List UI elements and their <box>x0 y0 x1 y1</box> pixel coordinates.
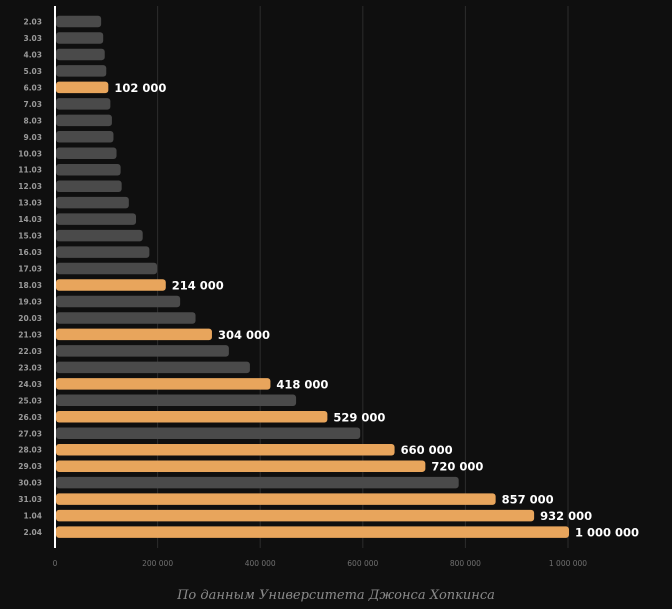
x-tick-label: 1 000 000 <box>549 559 587 568</box>
bar <box>56 246 150 258</box>
value-label: 418 000 <box>276 377 328 391</box>
category-label: 26.03 <box>18 413 42 422</box>
category-label: 17.03 <box>18 265 42 274</box>
category-label: 4.03 <box>23 50 42 59</box>
category-label: 28.03 <box>18 446 42 455</box>
bar <box>56 114 112 127</box>
bar <box>56 32 104 44</box>
source-caption: По данным Университета Джонса Хопкинса <box>177 588 495 603</box>
category-label: 25.03 <box>18 396 42 405</box>
category-label: 19.03 <box>18 297 42 306</box>
category-label: 24.03 <box>18 380 42 389</box>
category-label: 12.03 <box>18 182 42 191</box>
category-label: 22.03 <box>18 347 42 356</box>
bar <box>56 427 361 439</box>
category-label: 11.03 <box>18 166 42 175</box>
bar <box>56 295 181 308</box>
bar-highlighted <box>56 509 535 522</box>
category-label: 10.03 <box>18 149 42 158</box>
x-tick-label: 0 <box>53 559 58 568</box>
bar <box>56 180 122 192</box>
value-label: 932 000 <box>540 509 592 523</box>
category-label: 14.03 <box>18 215 42 224</box>
bar <box>56 48 105 61</box>
bar-highlighted <box>56 493 496 505</box>
category-label: 7.03 <box>23 100 42 109</box>
x-tick-label: 600 000 <box>347 559 378 568</box>
bars <box>56 15 569 538</box>
bar-highlighted <box>56 443 395 456</box>
category-label: 8.03 <box>23 116 42 125</box>
category-label: 30.03 <box>18 479 42 488</box>
category-label: 27.03 <box>18 429 42 438</box>
value-label: 720 000 <box>431 460 483 474</box>
bar <box>56 312 196 324</box>
value-labels: 102 000 214 000 304 000 418 000 529 000 660 0… <box>114 81 639 540</box>
bar <box>56 262 158 275</box>
bar <box>56 147 117 160</box>
category-label: 20.03 <box>18 314 42 323</box>
bar-highlighted <box>56 460 426 472</box>
bar <box>56 476 459 489</box>
category-label: 9.03 <box>23 133 42 142</box>
bar-highlighted <box>56 328 212 341</box>
bar <box>56 15 102 28</box>
category-label: 2.04 <box>23 528 42 537</box>
value-label: 660 000 <box>401 443 453 457</box>
category-label: 13.03 <box>18 199 42 208</box>
bar-highlighted <box>56 378 271 390</box>
value-label: 304 000 <box>218 328 270 342</box>
value-label: 1 000 000 <box>575 526 639 540</box>
category-label: 2.03 <box>23 18 42 27</box>
bar-highlighted <box>56 411 328 423</box>
bar <box>56 163 121 176</box>
bar-highlighted <box>56 81 109 94</box>
value-label: 102 000 <box>114 81 166 95</box>
category-label: 3.03 <box>23 34 42 43</box>
category-label: 23.03 <box>18 363 42 372</box>
x-tick-label: 200 000 <box>142 559 173 568</box>
bar <box>56 213 137 225</box>
category-label: 18.03 <box>18 281 42 290</box>
bar-highlighted <box>56 279 166 291</box>
bar <box>56 229 143 242</box>
bar <box>56 394 297 407</box>
bar <box>56 65 107 77</box>
category-label: 5.03 <box>23 67 42 76</box>
category-label: 31.03 <box>18 495 42 504</box>
x-tick-labels: 0 200 000 400 000 600 000 800 000 1 000 000 <box>53 559 588 568</box>
bar <box>56 98 111 110</box>
category-label: 29.03 <box>18 462 42 471</box>
category-label: 16.03 <box>18 248 42 257</box>
category-labels: 2.03 3.03 4.03 5.03 6.03 7.03 8.03 9.03 10.03 11.… <box>18 18 42 538</box>
category-label: 1.04 <box>23 512 42 521</box>
x-tick-label: 800 000 <box>450 559 481 568</box>
bar <box>56 196 129 209</box>
category-label: 6.03 <box>23 83 42 92</box>
x-tick-label: 400 000 <box>245 559 276 568</box>
category-label: 21.03 <box>18 330 42 339</box>
value-label: 857 000 <box>502 493 554 507</box>
value-label: 214 000 <box>172 279 224 293</box>
value-label: 529 000 <box>333 410 385 424</box>
bar <box>56 131 114 143</box>
grid-lines <box>157 6 569 548</box>
bar <box>56 345 229 357</box>
bar <box>56 361 250 374</box>
bar-highlighted <box>56 526 569 538</box>
category-label: 15.03 <box>18 232 42 241</box>
